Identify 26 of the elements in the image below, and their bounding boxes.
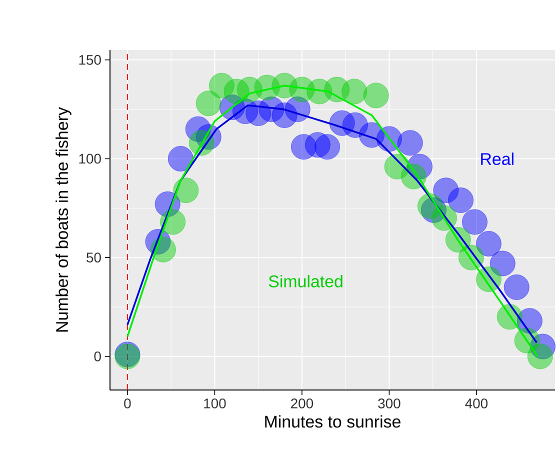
series-label: Real — [481, 152, 514, 166]
point — [527, 344, 553, 370]
point — [342, 78, 368, 104]
point — [173, 178, 199, 204]
point — [168, 146, 194, 172]
x-tick-label: 0 — [124, 398, 131, 408]
x-tick-label: 100 — [204, 398, 226, 408]
point — [462, 209, 488, 235]
y-axis-title: Number of boats in the fishery — [56, 107, 72, 332]
point — [363, 82, 389, 108]
text: Simulated — [268, 274, 342, 288]
x-tick-label: 200 — [291, 398, 314, 408]
x-tick-label: 400 — [465, 398, 488, 408]
point — [504, 274, 530, 300]
point — [196, 90, 222, 116]
point — [476, 231, 502, 256]
point — [490, 250, 516, 276]
y-tick-label: 100 — [79, 154, 101, 164]
x-tick-label: 300 — [378, 398, 400, 408]
y-tick-label: 50 — [86, 252, 101, 262]
y-tick-label: 150 — [79, 54, 101, 65]
point — [314, 134, 340, 160]
x-axis-title: Minutes to sunrise — [265, 415, 400, 428]
point — [397, 130, 423, 156]
y-tick-label: 0 — [94, 351, 101, 362]
point — [448, 188, 474, 213]
